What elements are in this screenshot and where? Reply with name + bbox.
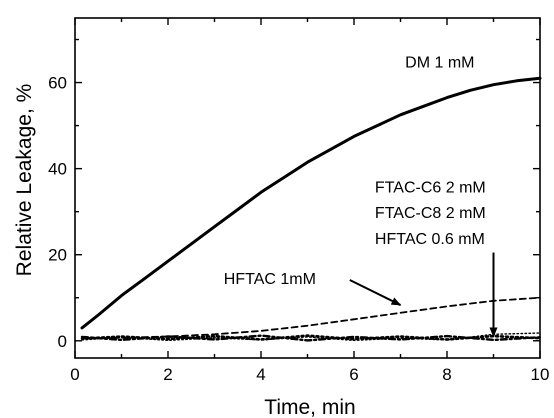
y-axis-title: Relative Leakage, %	[13, 84, 36, 277]
x-tick-label: 2	[163, 365, 172, 384]
x-tick-label: 6	[349, 365, 358, 384]
annotation-label: HFTAC 0.6 mM	[375, 231, 485, 248]
y-tick-label: 40	[48, 160, 67, 179]
x-tick-label: 0	[70, 365, 79, 384]
annotation-arrow	[349, 279, 402, 306]
y-tick-label: 60	[48, 74, 67, 93]
annotations: DM 1 mM FTAC-C6 2 mM FTAC-C8 2 mM HFTAC 0.6…	[224, 54, 498, 338]
y-tick-label: 0	[58, 332, 67, 351]
annotation-label: FTAC-C6 2 mM	[375, 179, 486, 196]
series-line-1	[81, 296, 541, 340]
y-tick-label: 20	[48, 246, 67, 265]
x-tick-label: 10	[531, 365, 550, 384]
series-line-0	[80, 76, 542, 330]
x-axis-title: Time, min	[264, 396, 355, 418]
series-line-4	[81, 332, 541, 342]
annotation-label: DM 1 mM	[405, 54, 474, 71]
x-tick-label: 4	[256, 365, 265, 384]
x-tick-label: 8	[442, 365, 451, 384]
annotation-label: FTAC-C8 2 mM	[375, 205, 486, 222]
series-lines	[80, 76, 542, 342]
axes: 0 2 4 6 8 10 0 20 40 60	[48, 17, 550, 384]
annotation-label: HFTAC 1mM	[224, 271, 316, 288]
